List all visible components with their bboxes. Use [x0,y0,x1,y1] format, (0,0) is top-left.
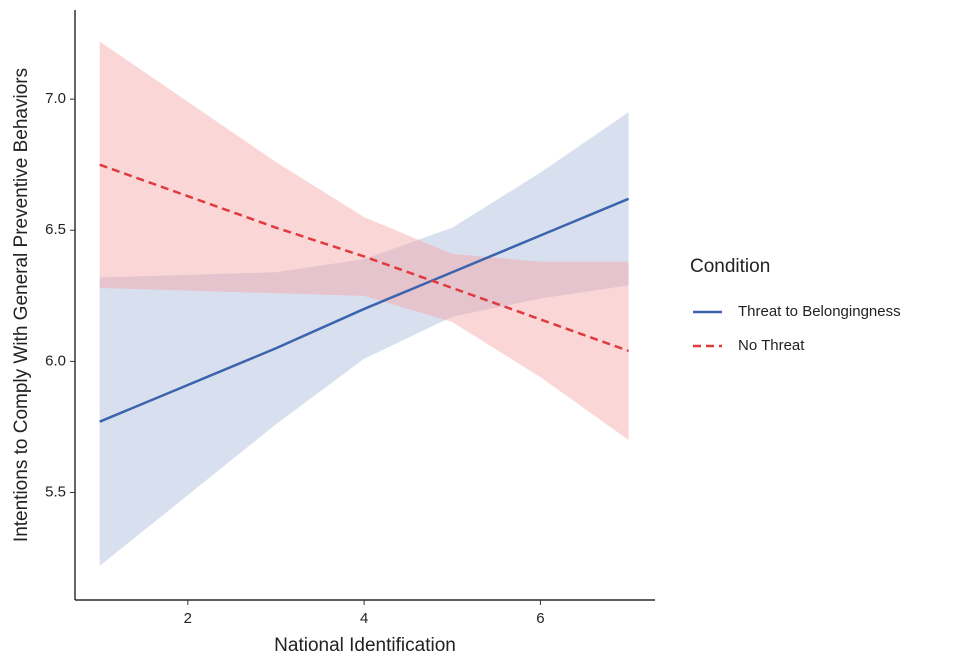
x-tick-label: 4 [360,610,368,627]
x-axis-label: National Identification [274,635,456,656]
confidence-band [99,112,629,566]
x-tick-label: 2 [184,610,192,627]
line [99,163,629,353]
y-tick-label: 7.0 [45,90,66,107]
y-axis-label: Intentions to Comply With General Preven… [11,68,32,542]
line [99,197,630,423]
legend-label: No Threat [738,337,805,354]
x-tick-label: 6 [536,610,544,627]
legend-title: Condition [690,256,770,277]
legend-label: Threat to Belongingness [738,303,901,320]
y-tick-label: 6.0 [45,352,66,369]
confidence-band [99,41,629,441]
y-tick-label: 5.5 [45,483,66,500]
y-tick-label: 6.5 [45,221,66,238]
